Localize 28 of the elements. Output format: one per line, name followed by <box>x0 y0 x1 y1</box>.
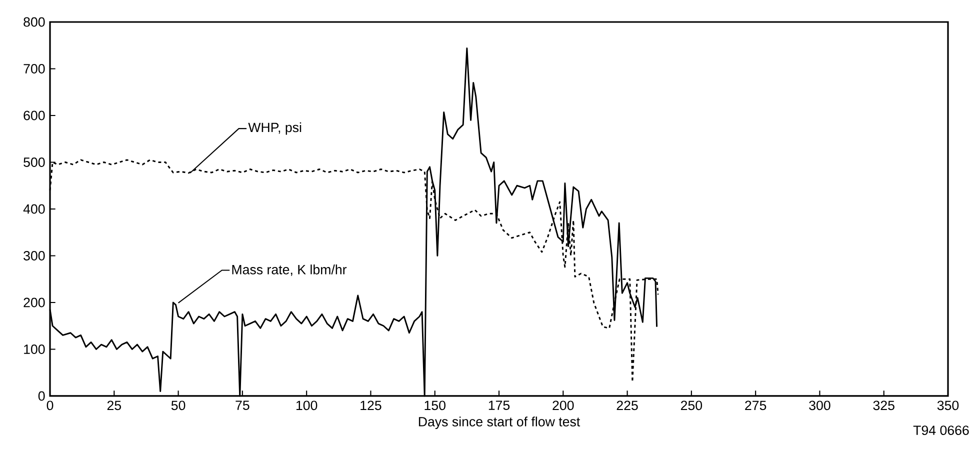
x-tick-label: 175 <box>488 400 510 410</box>
x-tick-label: 25 <box>107 400 122 410</box>
x-tick-label: 325 <box>873 400 894 410</box>
text: T94 0666 <box>913 426 969 436</box>
x-tick-label: 100 <box>296 400 318 410</box>
x-tick-label: 225 <box>616 400 638 410</box>
x-tick-label: 275 <box>745 400 766 410</box>
x-tick-label: 50 <box>171 400 186 410</box>
x-tick-label: 350 <box>937 400 959 410</box>
x-tick-label: 300 <box>809 400 830 410</box>
y-tick-label: 600 <box>24 110 45 120</box>
y-tick-label: 0 <box>38 391 45 401</box>
x-tick-label: 75 <box>236 400 250 410</box>
x-tick-label: 125 <box>360 400 382 410</box>
x-tick-label: 250 <box>680 400 702 410</box>
y-tick-label: 800 <box>24 17 45 27</box>
y-tick-label: 500 <box>24 158 45 167</box>
y-tick-label: 200 <box>24 298 45 308</box>
x-tick-label: 200 <box>552 400 574 410</box>
y-tick-label: 300 <box>24 251 45 260</box>
annotation: WHP, psi <box>248 122 302 135</box>
y-tick-label: 700 <box>24 64 45 74</box>
y-tick-label: 100 <box>24 344 45 354</box>
x-tick-label: 0 <box>46 400 54 410</box>
annotation: Mass rate, K lbm/hr <box>232 264 347 276</box>
x-axis-title: Days since start of flow test <box>418 416 580 430</box>
y-tick-label: 400 <box>23 204 45 214</box>
x-tick-label: 150 <box>424 400 446 410</box>
